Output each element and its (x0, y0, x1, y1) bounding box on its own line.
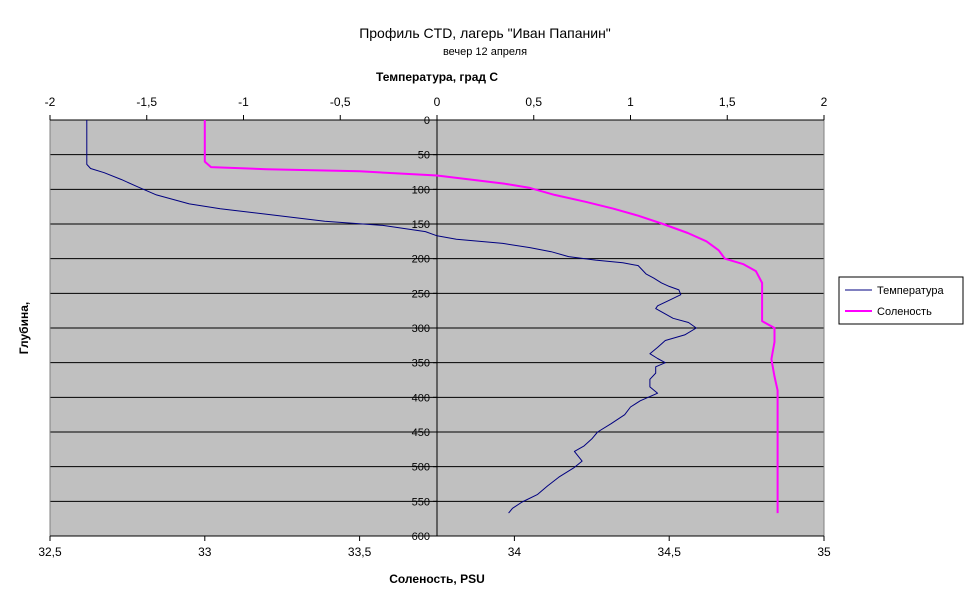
depth-tick-label: 500 (412, 462, 430, 474)
legend-box (838, 276, 964, 325)
salinity-line (203, 120, 779, 514)
top-tick-label: -0,5 (330, 95, 351, 109)
top-tick-label: -1 (238, 95, 249, 109)
bottom-tick-label: 33 (198, 545, 212, 559)
bottom-tick-label: 34 (508, 545, 522, 559)
y-axis-label: Глубина, (17, 302, 31, 354)
depth-tick-label: 100 (412, 184, 430, 196)
depth-tick-label: 600 (412, 531, 430, 543)
depth-tick-label: 250 (412, 288, 430, 300)
legend-label-salinity: Соленость (877, 306, 932, 318)
legend-label-temperature: Температура (877, 285, 945, 297)
bottom-axis-label: Соленость, PSU (389, 572, 485, 586)
chart-subtitle: вечер 12 апреля (443, 46, 527, 58)
top-tick-label: 1,5 (719, 95, 736, 109)
depth-tick-label: 200 (412, 254, 430, 266)
depth-tick-label: 0 (424, 115, 430, 127)
top-axis-label: Температура, град С (376, 70, 498, 84)
depth-tick-label: 150 (412, 219, 430, 231)
bottom-tick-label: 34,5 (658, 545, 682, 559)
depth-tick-label: 450 (412, 427, 430, 439)
legend: Температура Соленость (838, 276, 964, 325)
chart-title: Профиль CTD, лагерь "Иван Папанин" (359, 25, 611, 41)
top-tick-label: 1 (627, 95, 634, 109)
series-group (86, 120, 779, 514)
depth-tick-label: 300 (412, 323, 430, 335)
bottom-tick-label: 35 (817, 545, 831, 559)
temperature-line (86, 120, 697, 514)
bottom-tick-label: 33,5 (348, 545, 372, 559)
depth-tick-label: 350 (412, 358, 430, 370)
depth-tick-label: 550 (412, 496, 430, 508)
top-tick-label: -1,5 (136, 95, 157, 109)
depth-tick-label: 400 (412, 392, 430, 404)
top-tick-label: 0,5 (525, 95, 542, 109)
top-tick-label: 2 (821, 95, 828, 109)
top-tick-label: -2 (45, 95, 56, 109)
bottom-tick-label: 32,5 (38, 545, 62, 559)
depth-tick-label: 50 (418, 150, 430, 162)
top-tick-label: 0 (434, 95, 441, 109)
